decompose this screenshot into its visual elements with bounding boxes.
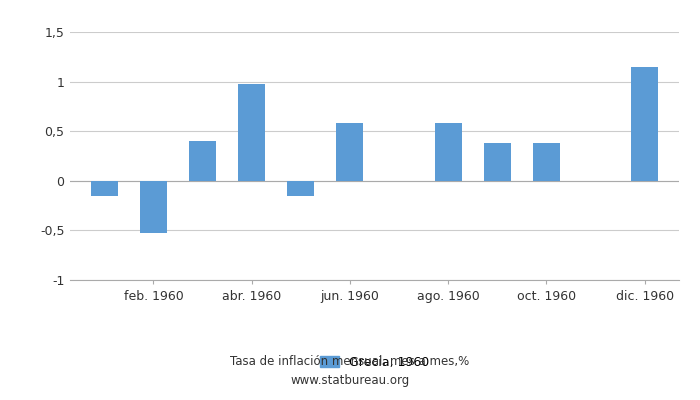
Bar [337,123,363,181]
Text: Tasa de inflación mensual, mes a mes,%: Tasa de inflación mensual, mes a mes,% [230,356,470,368]
Bar [140,181,167,233]
Bar [91,181,118,196]
Text: www.statbureau.org: www.statbureau.org [290,374,410,387]
Bar [484,143,511,181]
Bar [631,67,658,181]
Bar [533,143,560,181]
Bar [238,84,265,181]
Bar [287,181,314,196]
Legend: Grecia, 1960: Grecia, 1960 [320,356,429,369]
Bar [435,123,462,181]
Bar [189,141,216,181]
